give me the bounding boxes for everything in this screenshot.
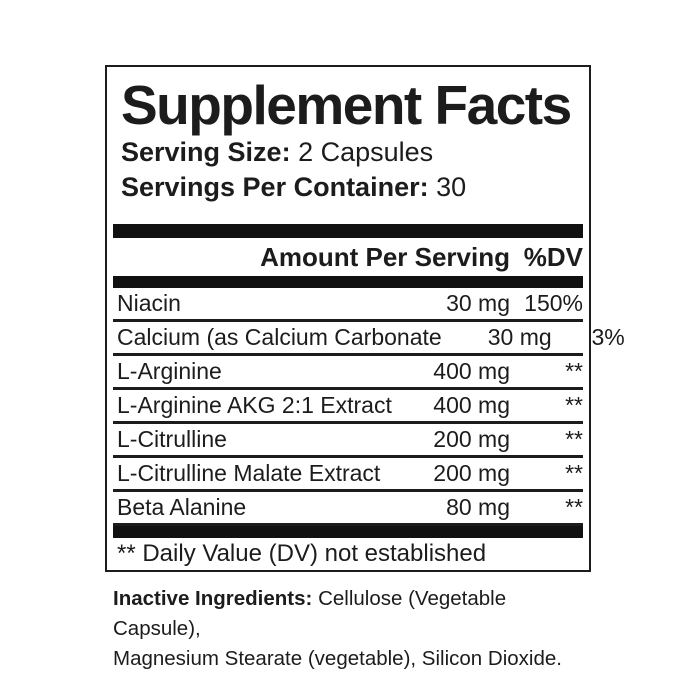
inactive-ingredients-line1: Cellulose (Vegetable Capsule), [113,587,507,640]
serving-size-value: 2 Capsules [298,137,434,167]
table-row-l-arginine: L-Arginine 400 mg ** [113,356,583,390]
table-row-beta-alanine: Beta Alanine 80 mg ** [113,492,583,526]
supplement-facts-panel: Supplement Facts Serving Size: 2 Capsule… [105,65,625,572]
ingredient-dv: ** [565,460,583,486]
ingredient-name: L-Arginine [117,358,222,384]
ingredient-dv: ** [565,392,583,418]
table-row-calcium: Calcium (as Calcium Carbonate 30 mg 3% [113,322,625,356]
ingredient-dv: ** [565,494,583,520]
table-row-l-arginine-akg: L-Arginine AKG 2:1 Extract 400 mg ** [113,390,583,424]
ingredient-amount: 80 mg [446,494,510,520]
ingredient-name: L-Arginine AKG 2:1 Extract [117,392,392,418]
ingredient-name: L-Citrulline [117,426,227,452]
ingredient-dv: ** [565,358,583,384]
ingredient-dv: 3% [591,324,625,350]
panel-title: Supplement Facts [121,74,572,136]
servings-per-container-line: Servings Per Container: 30 [121,170,583,205]
footnote-divider-bar [113,526,583,538]
header-divider-bar-top [113,224,583,238]
table-row-l-citrulline: L-Citrulline 200 mg ** [113,424,583,458]
servings-per-container-value: 30 [436,172,467,202]
inactive-ingredients-label: Inactive Ingredients: [113,587,313,610]
serving-size-line: Serving Size: 2 Capsules [121,135,583,170]
ingredient-name: L-Citrulline Malate Extract [117,460,381,486]
ingredient-amount: 200 mg [433,460,510,486]
header-divider-bar-bottom [113,276,583,288]
ingredient-name: Calcium (as Calcium Carbonate [117,324,442,350]
servings-per-container-label: Servings Per Container: [121,172,429,202]
table-row-l-citrulline-malate: L-Citrulline Malate Extract 200 mg ** [113,458,583,492]
ingredient-amount: 30 mg [446,290,510,316]
percent-dv-header: %DV [523,241,583,272]
ingredient-dv: ** [565,426,583,452]
ingredient-name: Niacin [117,290,181,316]
table-row-niacin: Niacin 30 mg 150% [113,288,583,322]
table-header-row: Amount Per Serving %DV [113,238,583,276]
ingredient-amount: 400 mg [433,392,510,418]
serving-size-label: Serving Size: [121,137,291,167]
inactive-ingredients-text: Inactive Ingredients: Cellulose (Vegetab… [113,584,593,674]
amount-per-serving-header: Amount Per Serving [260,241,510,272]
ingredient-dv: 150% [524,290,583,316]
ingredient-amount: 30 mg [487,324,552,350]
ingredient-amount: 400 mg [433,358,510,384]
daily-value-footnote: ** Daily Value (DV) not established [117,540,487,567]
inactive-ingredients-line2: Magnesium Stearate (vegetable), Silicon … [113,647,562,670]
ingredient-name: Beta Alanine [117,494,247,520]
ingredient-amount: 200 mg [433,426,510,452]
